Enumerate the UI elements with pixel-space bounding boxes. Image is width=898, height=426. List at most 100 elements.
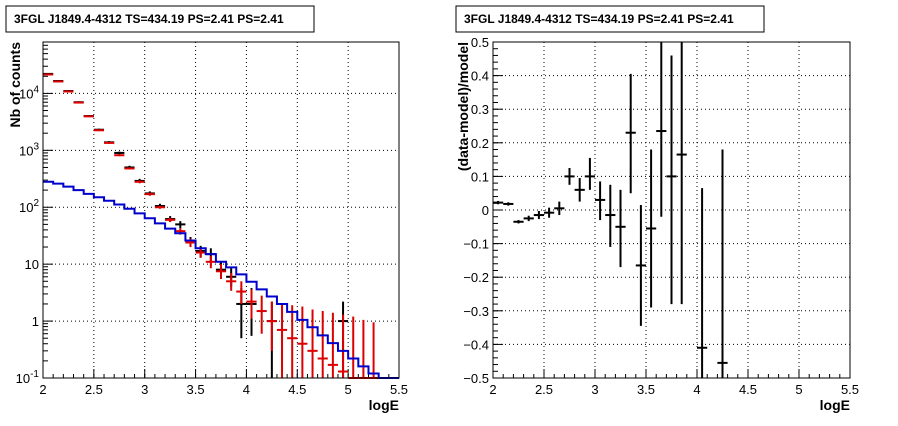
x-tick-label: 4 bbox=[243, 382, 250, 397]
counts-grid bbox=[43, 42, 399, 378]
data-point-0 bbox=[554, 201, 565, 216]
counts-y-axis-label: Nb of counts bbox=[7, 42, 23, 128]
y-tick-label: 103 bbox=[19, 141, 39, 158]
x-tick-label: 3.5 bbox=[637, 382, 655, 397]
data-point-1 bbox=[358, 319, 369, 379]
y-tick-label: 0.4 bbox=[471, 69, 489, 84]
data-point-1 bbox=[226, 272, 237, 291]
y-tick-label: 102 bbox=[19, 198, 39, 215]
data-point-1 bbox=[114, 154, 125, 157]
data-point-0 bbox=[544, 207, 555, 218]
y-tick-label: 0.1 bbox=[471, 169, 489, 184]
data-point-0 bbox=[175, 221, 186, 229]
x-tick-label: 4 bbox=[693, 382, 700, 397]
y-tick-label: 0.2 bbox=[471, 136, 489, 151]
y-tick-label: −0.5 bbox=[463, 371, 489, 386]
x-tick-label: 5 bbox=[795, 382, 802, 397]
data-point-1 bbox=[215, 264, 227, 279]
x-tick-label: 2.5 bbox=[85, 382, 103, 397]
data-point-1 bbox=[266, 301, 277, 351]
y-tick-label: −0.1 bbox=[463, 237, 489, 252]
data-point-0 bbox=[114, 151, 125, 155]
y-tick-label: 0 bbox=[482, 203, 489, 218]
data-point-1 bbox=[348, 316, 359, 379]
counts-title-box bbox=[5, 5, 315, 33]
data-point-0 bbox=[503, 202, 514, 206]
y-tick-label: 0.5 bbox=[471, 35, 489, 50]
data-point-1 bbox=[317, 311, 328, 378]
data-point-1 bbox=[195, 247, 206, 258]
data-point-1 bbox=[104, 141, 115, 144]
data-point-0 bbox=[523, 215, 534, 222]
data-point-0 bbox=[676, 42, 687, 305]
data-point-1 bbox=[368, 322, 379, 379]
data-point-1 bbox=[63, 90, 74, 93]
residual-title-box bbox=[455, 5, 765, 33]
x-tick-label: 2 bbox=[489, 382, 496, 397]
data-point-0 bbox=[625, 73, 636, 194]
y-tick-label: −0.2 bbox=[463, 270, 489, 285]
residual-x-axis-label: logE bbox=[820, 397, 850, 413]
data-point-1 bbox=[165, 217, 176, 223]
residual-y-axis-label: (data-model)/model bbox=[455, 42, 471, 171]
data-point-0 bbox=[697, 188, 708, 378]
data-point-0 bbox=[493, 200, 504, 205]
data-point-1 bbox=[144, 192, 155, 196]
counts-data bbox=[43, 72, 399, 379]
counts-title: 3FGL J1849.4-4312 TS=434.19 PS=2.41 PS=2… bbox=[14, 12, 284, 26]
data-point-1 bbox=[205, 255, 216, 269]
x-tick-label: 4.5 bbox=[739, 382, 757, 397]
data-point-1 bbox=[73, 101, 84, 104]
residual-frame bbox=[492, 41, 851, 379]
residual-title: 3FGL J1849.4-4312 TS=434.19 PS=2.41 PS=2… bbox=[464, 12, 734, 26]
counts-panel: 3FGL J1849.4-4312 TS=434.19 PS=2.41 PS=2… bbox=[5, 5, 408, 413]
data-point-0 bbox=[615, 189, 626, 268]
counts-frame bbox=[42, 41, 400, 379]
data-point-0 bbox=[646, 149, 657, 308]
data-point-0 bbox=[717, 149, 728, 378]
data-point-1 bbox=[337, 314, 349, 378]
data-point-0 bbox=[564, 168, 575, 185]
model-step-line bbox=[43, 180, 399, 379]
x-tick-label: 2 bbox=[39, 382, 46, 397]
data-point-1 bbox=[53, 80, 64, 83]
x-tick-label: 3.5 bbox=[187, 382, 205, 397]
data-point-0 bbox=[584, 157, 595, 190]
x-tick-label: 3 bbox=[591, 382, 598, 397]
x-tick-label: 3 bbox=[141, 382, 148, 397]
residual-data bbox=[493, 42, 728, 378]
data-point-1 bbox=[124, 167, 135, 170]
y-tick-label: 104 bbox=[19, 84, 39, 101]
y-tick-label: −0.3 bbox=[463, 304, 489, 319]
x-tick-label: 5 bbox=[345, 382, 352, 397]
x-tick-label: 5.5 bbox=[841, 382, 859, 397]
data-point-1 bbox=[154, 205, 166, 209]
y-tick-label: 1 bbox=[32, 314, 39, 329]
data-point-1 bbox=[327, 312, 338, 378]
residual-grid bbox=[493, 42, 850, 378]
x-tick-label: 4.5 bbox=[288, 382, 306, 397]
data-point-1 bbox=[93, 129, 105, 132]
data-point-1 bbox=[307, 309, 318, 378]
data-point-1 bbox=[297, 306, 308, 378]
data-point-0 bbox=[513, 220, 524, 224]
data-point-0 bbox=[666, 55, 677, 305]
data-point-1 bbox=[236, 281, 247, 304]
data-point-1 bbox=[256, 295, 267, 334]
data-point-1 bbox=[83, 115, 94, 118]
data-point-1 bbox=[287, 305, 298, 378]
counts-x-axis-label: logE bbox=[369, 397, 399, 413]
y-tick-label: 0.3 bbox=[471, 102, 489, 117]
y-tick-label: 10 bbox=[25, 257, 39, 272]
data-point-0 bbox=[656, 42, 667, 217]
x-tick-label: 2.5 bbox=[535, 382, 553, 397]
data-point-0 bbox=[533, 211, 544, 220]
y-tick-label: 10-1 bbox=[16, 369, 40, 386]
data-point-1 bbox=[276, 303, 288, 378]
residual-panel: 3FGL J1849.4-4312 TS=434.19 PS=2.41 PS=2… bbox=[455, 5, 859, 413]
x-tick-label: 5.5 bbox=[390, 382, 408, 397]
data-point-1 bbox=[134, 180, 145, 184]
data-point-1 bbox=[246, 289, 257, 319]
y-tick-label: −0.4 bbox=[463, 337, 489, 352]
